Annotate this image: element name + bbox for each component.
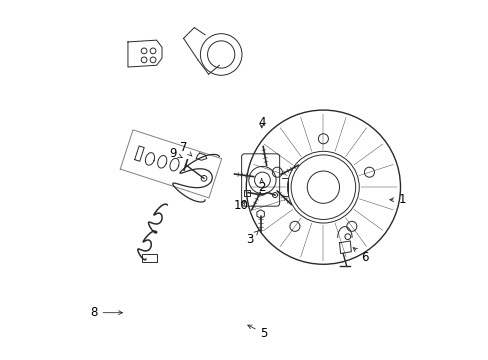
Text: 10: 10	[233, 199, 248, 212]
Text: 2: 2	[258, 179, 265, 194]
Text: 8: 8	[90, 306, 122, 319]
Bar	[244, 190, 249, 196]
Text: 9: 9	[169, 147, 182, 159]
Text: 3: 3	[245, 231, 258, 246]
Text: 7: 7	[180, 141, 192, 156]
Text: 4: 4	[258, 116, 265, 129]
Text: 1: 1	[389, 193, 405, 206]
Text: 6: 6	[352, 248, 367, 264]
Bar	[142, 253, 156, 262]
Text: 5: 5	[247, 325, 267, 340]
